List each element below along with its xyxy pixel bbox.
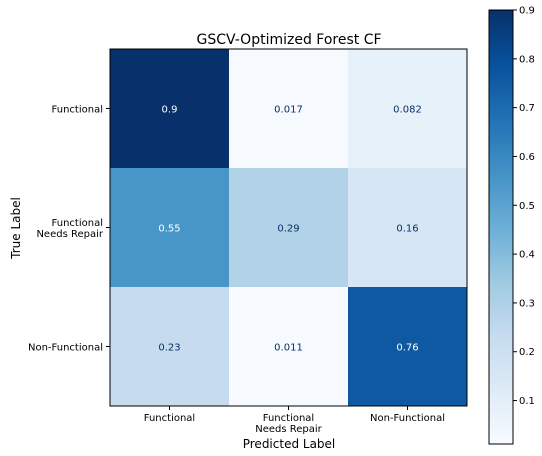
colorbar	[489, 10, 513, 444]
colorbar-tick-label: 0.6	[519, 152, 535, 163]
cell-value-label: 0.011	[274, 343, 303, 354]
cell-value-label: 0.55	[158, 224, 180, 235]
cell-value-label: 0.9	[162, 105, 178, 116]
y-tick-label: Functional	[52, 218, 103, 229]
colorbar-tick-label: 0.3	[519, 298, 535, 309]
cell-value-label: 0.76	[396, 343, 418, 354]
x-tick-label: Non-Functional	[370, 413, 445, 424]
colorbar-tick-label: 0.4	[519, 250, 535, 261]
colorbar-tick-label: 0.1	[519, 396, 535, 407]
cell-value-label: 0.017	[274, 105, 303, 116]
x-tick-label: Functional	[263, 413, 314, 424]
cell-value-label: 0.16	[396, 224, 418, 235]
colorbar-tick-label: 0.9	[519, 6, 535, 17]
y-axis-label: True Label	[9, 197, 23, 260]
cell-value-label: 0.29	[277, 224, 299, 235]
colorbar-tick-label: 0.5	[519, 201, 535, 212]
colorbar-tick-label: 0.8	[519, 54, 535, 65]
colorbar-ticks: 0.1 0.2 0.3 0.4 0.5 0.6 0.7 0.8 0.9	[513, 6, 535, 408]
x-tick-label: Functional	[144, 413, 195, 424]
cell-value-label: 0.23	[158, 343, 180, 354]
x-axis-label: Predicted Label	[243, 437, 336, 451]
y-tick-label: Needs Repair	[36, 229, 103, 240]
cell-value-label: 0.082	[393, 105, 422, 116]
y-tick-label: Functional	[52, 105, 103, 116]
chart-title: GSCV-Optimized Forest CF	[196, 32, 381, 48]
x-tick-label: Needs Repair	[255, 424, 322, 435]
colorbar-tick-label: 0.7	[519, 103, 535, 114]
y-tick-label: Non-Functional	[28, 343, 103, 354]
colorbar-tick-label: 0.2	[519, 347, 535, 358]
